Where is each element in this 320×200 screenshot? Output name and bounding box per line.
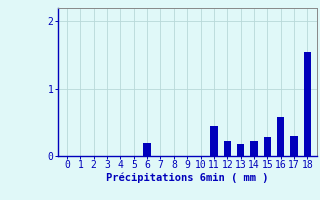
Bar — [143, 143, 151, 156]
Bar — [250, 141, 258, 156]
Bar — [264, 137, 271, 156]
Bar — [237, 144, 244, 156]
Bar — [224, 141, 231, 156]
Bar — [291, 136, 298, 156]
Bar — [277, 117, 284, 156]
Bar — [210, 126, 218, 156]
Bar — [304, 52, 311, 156]
X-axis label: Précipitations 6min ( mm ): Précipitations 6min ( mm ) — [106, 173, 268, 183]
